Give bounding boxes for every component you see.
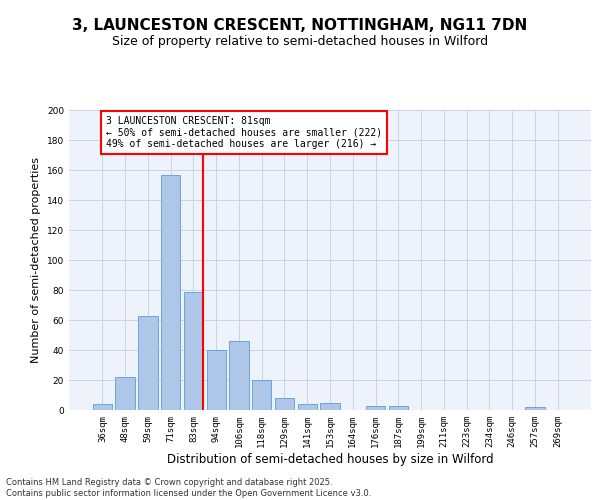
- Bar: [320, 402, 340, 410]
- Text: Contains HM Land Registry data © Crown copyright and database right 2025.
Contai: Contains HM Land Registry data © Crown c…: [6, 478, 371, 498]
- Bar: [366, 406, 385, 410]
- Text: 3, LAUNCESTON CRESCENT, NOTTINGHAM, NG11 7DN: 3, LAUNCESTON CRESCENT, NOTTINGHAM, NG11…: [73, 18, 527, 32]
- Bar: [115, 377, 135, 410]
- Bar: [525, 407, 545, 410]
- Text: 3 LAUNCESTON CRESCENT: 81sqm
← 50% of semi-detached houses are smaller (222)
49%: 3 LAUNCESTON CRESCENT: 81sqm ← 50% of se…: [106, 116, 382, 149]
- Bar: [229, 341, 248, 410]
- Bar: [389, 406, 408, 410]
- Bar: [298, 404, 317, 410]
- Text: Size of property relative to semi-detached houses in Wilford: Size of property relative to semi-detach…: [112, 35, 488, 48]
- Bar: [93, 404, 112, 410]
- Bar: [206, 350, 226, 410]
- X-axis label: Distribution of semi-detached houses by size in Wilford: Distribution of semi-detached houses by …: [167, 452, 493, 466]
- Bar: [161, 174, 181, 410]
- Y-axis label: Number of semi-detached properties: Number of semi-detached properties: [31, 157, 41, 363]
- Bar: [184, 292, 203, 410]
- Bar: [252, 380, 271, 410]
- Bar: [138, 316, 158, 410]
- Bar: [275, 398, 294, 410]
